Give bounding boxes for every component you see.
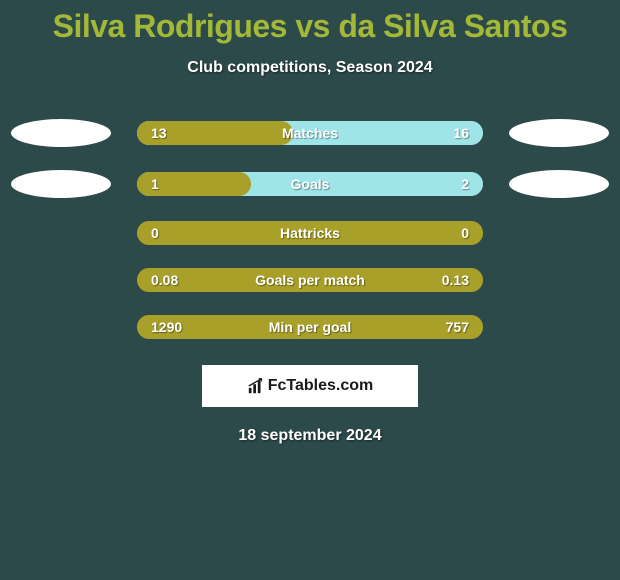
stat-label: Min per goal — [269, 319, 351, 335]
team-right-logo — [509, 170, 609, 198]
stat-bar: 0.08 Goals per match 0.13 — [137, 268, 483, 292]
stat-bar: 1 Goals 2 — [137, 172, 483, 196]
stat-label: Hattricks — [280, 225, 340, 241]
stat-right-value: 0.13 — [442, 272, 469, 288]
branding-badge: FcTables.com — [202, 365, 418, 407]
stat-right-value: 757 — [446, 319, 469, 335]
bars-icon — [247, 377, 265, 395]
stat-left-value: 1 — [151, 176, 159, 192]
subtitle: Club competitions, Season 2024 — [0, 59, 620, 77]
stat-left-value: 0.08 — [151, 272, 178, 288]
stat-right-value: 2 — [461, 176, 469, 192]
stat-bar: 1290 Min per goal 757 — [137, 315, 483, 339]
team-left-logo — [11, 170, 111, 198]
stat-right-value: 16 — [453, 125, 469, 141]
stat-bar: 0 Hattricks 0 — [137, 221, 483, 245]
stat-row: 1 Goals 2 — [0, 170, 620, 198]
stat-left-value: 0 — [151, 225, 159, 241]
stat-label: Goals — [291, 176, 330, 192]
stat-row: 0 Hattricks 0 — [0, 221, 620, 245]
stat-left-value: 13 — [151, 125, 167, 141]
date-label: 18 september 2024 — [0, 427, 620, 445]
stat-label: Matches — [282, 125, 338, 141]
stat-left-value: 1290 — [151, 319, 182, 335]
team-left-logo — [11, 119, 111, 147]
page-title: Silva Rodrigues vs da Silva Santos — [0, 0, 620, 45]
stat-row: 0.08 Goals per match 0.13 — [0, 268, 620, 292]
comparison-chart: 13 Matches 16 1 Goals 2 0 Hattricks 0 — [0, 119, 620, 339]
branding-text: FcTables.com — [268, 377, 374, 395]
stat-bar: 13 Matches 16 — [137, 121, 483, 145]
stat-label: Goals per match — [255, 272, 365, 288]
stat-right-value: 0 — [461, 225, 469, 241]
stat-row: 13 Matches 16 — [0, 119, 620, 147]
team-right-logo — [509, 119, 609, 147]
stat-row: 1290 Min per goal 757 — [0, 315, 620, 339]
